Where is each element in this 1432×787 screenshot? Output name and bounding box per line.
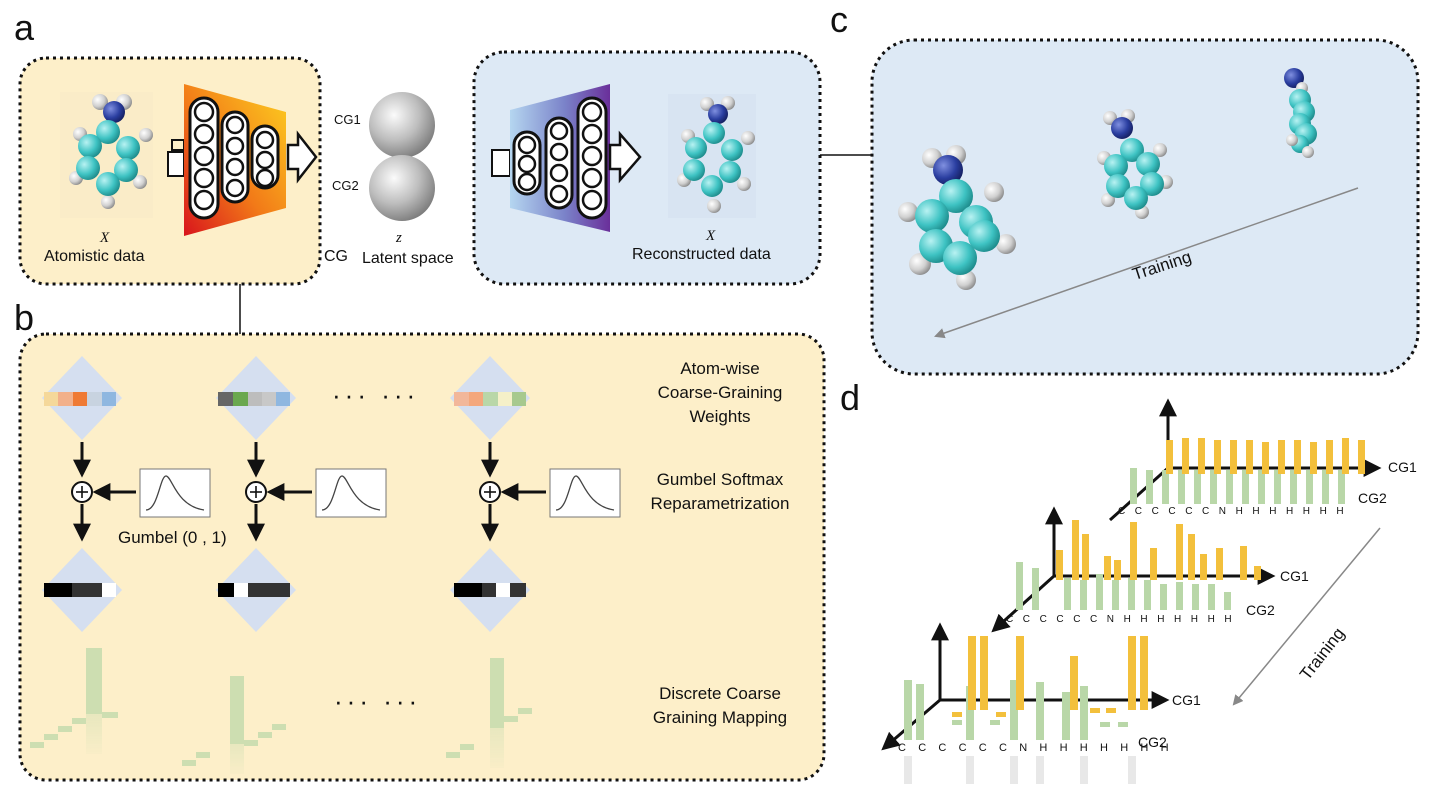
input-molecule bbox=[60, 92, 153, 218]
gumbel-label: Gumbel Softmax Reparametrization bbox=[620, 468, 820, 516]
top-cg1-label: CG1 bbox=[1388, 459, 1417, 475]
cg2-label: CG2 bbox=[332, 178, 359, 193]
gumbel-distribution-label: Gumbel (0 , 1) bbox=[118, 528, 227, 547]
decoder-network bbox=[491, 84, 642, 232]
mapping-label-line-2: Graining Mapping bbox=[652, 708, 788, 727]
top-cg2-label: CG2 bbox=[1358, 490, 1387, 506]
mapping-label: Discrete Coarse Graining Mapping bbox=[620, 682, 820, 730]
gumbel-label-line-1: Gumbel Softmax bbox=[656, 470, 784, 489]
panel-b bbox=[18, 332, 826, 782]
bottom-cg1-label: CG1 bbox=[1172, 692, 1201, 708]
training-arrow-c bbox=[934, 187, 1359, 339]
ellipsis-bottom: ··· ··· bbox=[334, 686, 422, 716]
middle-cg2-label: CG2 bbox=[1246, 602, 1275, 618]
latent-label: Latent space bbox=[362, 250, 454, 267]
input-label: Atomistic data bbox=[44, 248, 145, 265]
training-arrow-d bbox=[1232, 527, 1381, 706]
molecule-early bbox=[898, 145, 1016, 290]
output-molecule bbox=[668, 94, 756, 218]
cg-label: CG bbox=[324, 248, 348, 265]
middle-atom-labels: C C C C C C N H H H H H H H bbox=[1006, 614, 1236, 625]
mapping-column-1 bbox=[42, 356, 211, 632]
output-symbol: X bbox=[706, 228, 716, 244]
panel-label-c: c bbox=[830, 0, 848, 40]
mapping-column-3 bbox=[450, 356, 621, 632]
panel-d bbox=[881, 398, 1382, 784]
bottom-cg2-label: CG2 bbox=[1138, 734, 1167, 750]
cg1-label: CG1 bbox=[334, 112, 361, 127]
weights-label-line-3: Weights bbox=[689, 407, 751, 426]
weights-label-line-2: Coarse-Graining bbox=[657, 383, 783, 402]
mapping-column-2 bbox=[216, 356, 387, 632]
weights-label-line-1: Atom-wise bbox=[680, 359, 760, 378]
middle-cg1-label: CG1 bbox=[1280, 568, 1309, 584]
mapping-plot-bottom bbox=[881, 622, 1170, 784]
mapping-bars bbox=[30, 648, 532, 774]
encoder-network bbox=[167, 84, 318, 236]
top-atom-labels: C C C C C C N H H H H H H H bbox=[1118, 506, 1348, 517]
panel-a bbox=[18, 50, 872, 334]
ellipsis-top: ··· ··· bbox=[332, 380, 420, 410]
panel-label-a: a bbox=[14, 7, 35, 48]
latent-symbol: z bbox=[396, 230, 402, 246]
panel-label-b: b bbox=[14, 297, 35, 338]
latent-spheres bbox=[369, 92, 435, 221]
gumbel-label-line-2: Reparametrization bbox=[650, 494, 790, 513]
weights-label: Atom-wise Coarse-Graining Weights bbox=[620, 357, 820, 429]
mapping-plot-top bbox=[1108, 398, 1382, 522]
molecule-middle bbox=[1097, 109, 1173, 219]
bottom-atom-labels: C C C C C C N H H H H H H H bbox=[898, 742, 1174, 754]
input-symbol: X bbox=[100, 230, 110, 246]
molecule-trained bbox=[1284, 68, 1317, 158]
mapping-plot-middle bbox=[991, 506, 1276, 633]
mapping-label-line-1: Discrete Coarse bbox=[659, 684, 781, 703]
panel-c bbox=[870, 38, 1420, 376]
panel-label-d: d bbox=[840, 377, 861, 418]
mapping-box bbox=[18, 332, 826, 782]
output-label: Reconstructed data bbox=[632, 246, 771, 263]
